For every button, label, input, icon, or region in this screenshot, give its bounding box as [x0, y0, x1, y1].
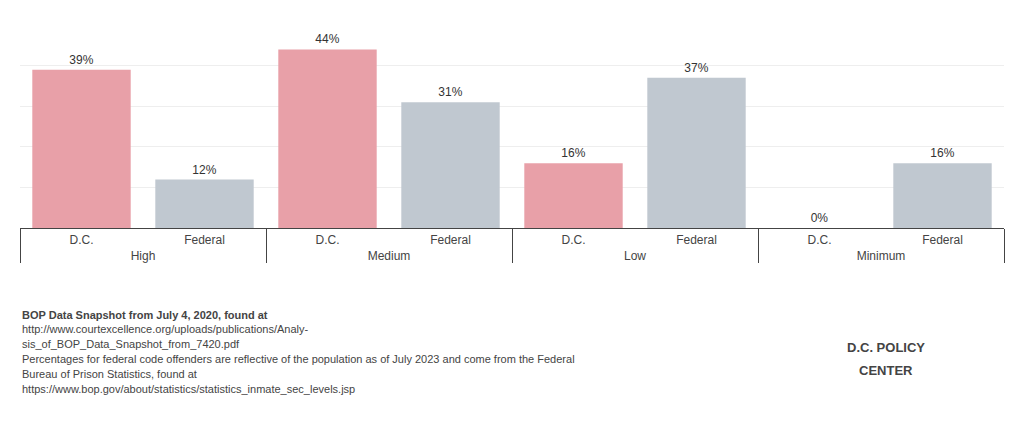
svg-text:D.C. POLICY: D.C. POLICY	[847, 340, 925, 355]
svg-text:12%: 12%	[192, 163, 216, 177]
svg-text:16%: 16%	[930, 146, 954, 160]
svg-text:Federal: Federal	[922, 233, 963, 247]
svg-text:Percentages for federal code o: Percentages for federal code offenders a…	[22, 353, 575, 365]
svg-text:sis_of_BOP_Data_Snapshot_from_: sis_of_BOP_Data_Snapshot_from_7420.pdf	[22, 338, 240, 350]
svg-text:16%: 16%	[561, 146, 585, 160]
svg-text:http://www.courtexcellence.org: http://www.courtexcellence.org/uploads/p…	[22, 323, 308, 335]
svg-text:D.C.: D.C.	[808, 233, 832, 247]
svg-text:Federal: Federal	[430, 233, 471, 247]
svg-text:D.C.: D.C.	[70, 233, 94, 247]
svg-text:44%: 44%	[315, 32, 339, 46]
svg-text:39%: 39%	[69, 53, 93, 67]
svg-text:Federal: Federal	[676, 233, 717, 247]
svg-text:31%: 31%	[438, 85, 462, 99]
svg-text:D.C.: D.C.	[562, 233, 586, 247]
svg-text:37%: 37%	[684, 61, 708, 75]
svg-text:Medium: Medium	[368, 249, 411, 263]
svg-text:BOP Data Snapshot from July 4,: BOP Data Snapshot from July 4, 2020, fou…	[22, 309, 271, 321]
svg-text:D.C.: D.C.	[316, 233, 340, 247]
svg-text:0%: 0%	[811, 211, 829, 225]
svg-text:CENTER: CENTER	[859, 363, 913, 378]
svg-text:Minimum: Minimum	[857, 249, 906, 263]
svg-text:High: High	[131, 249, 156, 263]
svg-text:https://www.bop.gov/about/stat: https://www.bop.gov/about/statistics/sta…	[22, 383, 355, 395]
svg-text:Federal: Federal	[184, 233, 225, 247]
svg-text:Low: Low	[624, 249, 646, 263]
svg-text:Bureau of Prison Statistics, f: Bureau of Prison Statistics, found at	[22, 368, 200, 380]
